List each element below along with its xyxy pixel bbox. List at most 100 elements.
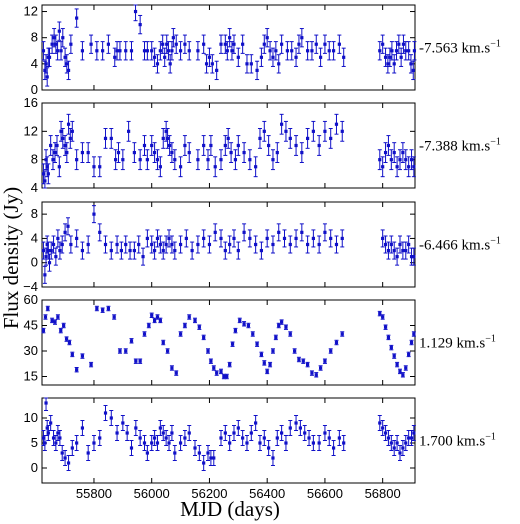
marker xyxy=(306,242,310,247)
marker xyxy=(265,36,269,40)
data-point xyxy=(224,373,229,380)
data-point xyxy=(262,430,267,446)
panel-velocity-label: 1.129 km.s−1 xyxy=(419,334,496,352)
marker xyxy=(134,359,138,363)
marker xyxy=(337,42,341,46)
marker xyxy=(202,461,206,465)
marker xyxy=(129,339,134,343)
marker xyxy=(284,441,288,445)
data-point xyxy=(259,47,264,67)
marker xyxy=(274,49,278,53)
data-point xyxy=(380,420,385,436)
marker xyxy=(155,62,160,66)
data-point xyxy=(80,41,85,61)
marker xyxy=(280,320,284,324)
marker xyxy=(98,230,102,234)
data-point xyxy=(259,241,264,260)
data-point xyxy=(149,41,154,61)
data-point xyxy=(233,327,238,334)
y-tick-label: 8 xyxy=(31,30,38,45)
marker xyxy=(161,136,165,141)
marker xyxy=(54,42,58,46)
data-point xyxy=(41,41,46,61)
marker xyxy=(294,236,298,241)
data-point xyxy=(145,229,150,248)
marker xyxy=(145,451,149,455)
data-point xyxy=(403,435,408,451)
marker xyxy=(228,363,232,367)
marker xyxy=(196,242,200,247)
data-point xyxy=(270,235,275,254)
marker xyxy=(155,236,160,241)
marker xyxy=(101,49,105,53)
marker xyxy=(317,143,321,148)
marker xyxy=(187,315,191,319)
data-point xyxy=(218,34,223,54)
data-point xyxy=(65,217,70,236)
data-point xyxy=(253,235,258,254)
data-point xyxy=(395,247,400,266)
data-point xyxy=(305,41,310,61)
panel-velocity-label: -6.466 km.s−1 xyxy=(419,236,501,254)
data-point xyxy=(380,34,385,54)
data-point xyxy=(126,120,131,142)
data-point xyxy=(70,440,75,456)
marker xyxy=(389,158,393,162)
marker xyxy=(92,441,96,445)
data-point xyxy=(340,331,345,337)
data-point xyxy=(270,47,275,67)
data-point xyxy=(340,120,345,142)
marker xyxy=(242,150,246,155)
data-point xyxy=(395,361,400,368)
marker xyxy=(323,230,327,234)
marker xyxy=(334,122,339,126)
marker xyxy=(233,158,238,162)
data-point xyxy=(164,235,169,254)
data-point xyxy=(240,34,245,54)
marker xyxy=(267,143,271,148)
data-point xyxy=(132,241,137,260)
marker xyxy=(206,158,210,162)
marker xyxy=(98,436,102,440)
marker xyxy=(142,441,147,445)
data-point xyxy=(91,156,96,178)
panel-velocity-label-exponent: −1 xyxy=(490,39,501,50)
marker xyxy=(311,236,315,241)
marker xyxy=(215,371,219,375)
data-point xyxy=(68,235,73,254)
marker xyxy=(248,158,252,162)
data-point xyxy=(193,440,198,456)
y-tick-label: 12 xyxy=(24,4,38,19)
data-point xyxy=(208,135,213,156)
marker xyxy=(327,436,331,440)
data-point xyxy=(41,241,46,260)
marker xyxy=(178,49,183,53)
data-point xyxy=(305,235,310,254)
data-point xyxy=(340,229,345,248)
data-point xyxy=(288,420,293,436)
marker xyxy=(229,150,233,155)
data-point xyxy=(214,370,219,376)
marker xyxy=(323,129,327,133)
data-point xyxy=(145,149,150,171)
marker xyxy=(145,158,149,162)
marker xyxy=(259,55,264,59)
panel-4: 15 30 45 60 1.129 km.s−1 xyxy=(24,292,496,386)
data-point xyxy=(149,235,154,254)
marker xyxy=(404,441,408,445)
marker xyxy=(75,368,79,372)
data-point xyxy=(265,28,270,48)
marker xyxy=(43,68,47,72)
data-point xyxy=(80,142,85,163)
data-point xyxy=(182,34,187,54)
data-point xyxy=(172,149,177,171)
marker xyxy=(61,136,65,141)
marker xyxy=(411,68,415,72)
marker xyxy=(265,369,269,373)
marker xyxy=(268,363,272,367)
data-point xyxy=(120,415,125,431)
data-point xyxy=(227,361,232,368)
marker xyxy=(317,242,321,247)
marker xyxy=(66,68,71,72)
y-tick-label: 8 xyxy=(31,152,38,167)
